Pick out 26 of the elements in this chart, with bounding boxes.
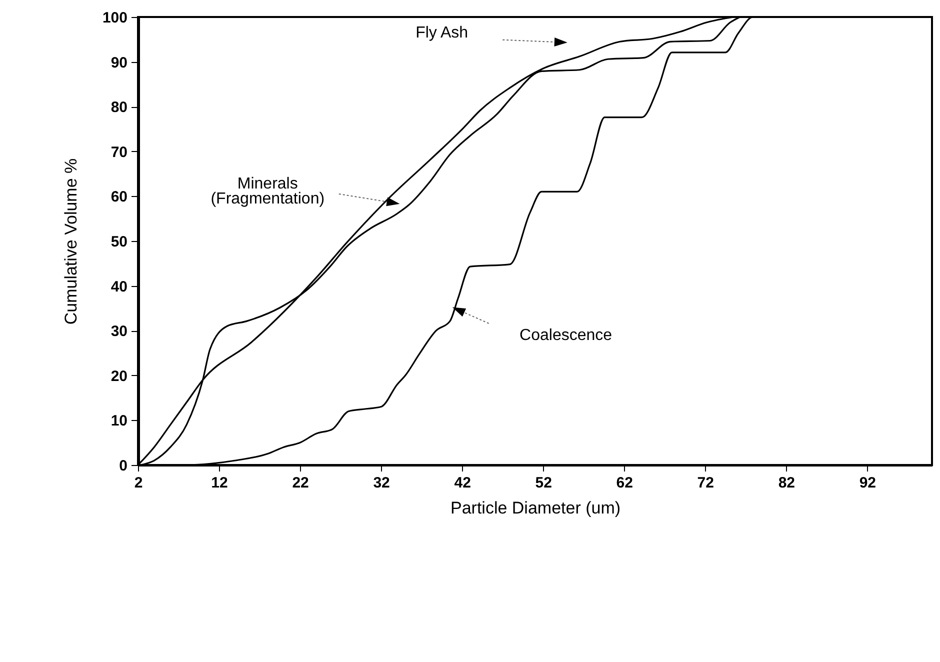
y-tick-label: 80: [110, 99, 128, 116]
x-tick-label: 22: [292, 474, 309, 492]
x-tick-label: 2: [134, 474, 143, 492]
x-axis-title: Particle Diameter (um): [450, 498, 621, 518]
x-tick-label: 82: [778, 474, 796, 492]
y-tick-label: 70: [110, 144, 128, 161]
x-tick-label: 52: [535, 474, 552, 492]
x-tick-label: 12: [211, 474, 228, 492]
y-tick-label: 90: [110, 54, 128, 72]
y-tick-label: 60: [110, 188, 128, 206]
x-tick-label: 42: [454, 474, 471, 492]
y-tick-label: 100: [102, 10, 128, 26]
x-tick-label: 92: [859, 474, 876, 492]
annotation: Coalescence: [520, 327, 612, 344]
y-tick-label: 20: [110, 368, 128, 385]
annotation: Fly Ash: [416, 24, 468, 42]
x-tick-label: 72: [697, 474, 714, 492]
y-tick-label: 40: [110, 278, 128, 296]
y-tick-label: 0: [119, 458, 128, 474]
x-tick-label: 32: [373, 474, 390, 492]
y-tick-label: 10: [110, 412, 128, 430]
annotation: Minerals (Fragmentation): [210, 176, 325, 208]
y-tick-label: 30: [110, 323, 128, 340]
y-tick-label: 50: [110, 234, 128, 250]
y-axis-title: Cumulative Volume %: [61, 158, 80, 325]
x-tick-label: 62: [616, 474, 633, 492]
